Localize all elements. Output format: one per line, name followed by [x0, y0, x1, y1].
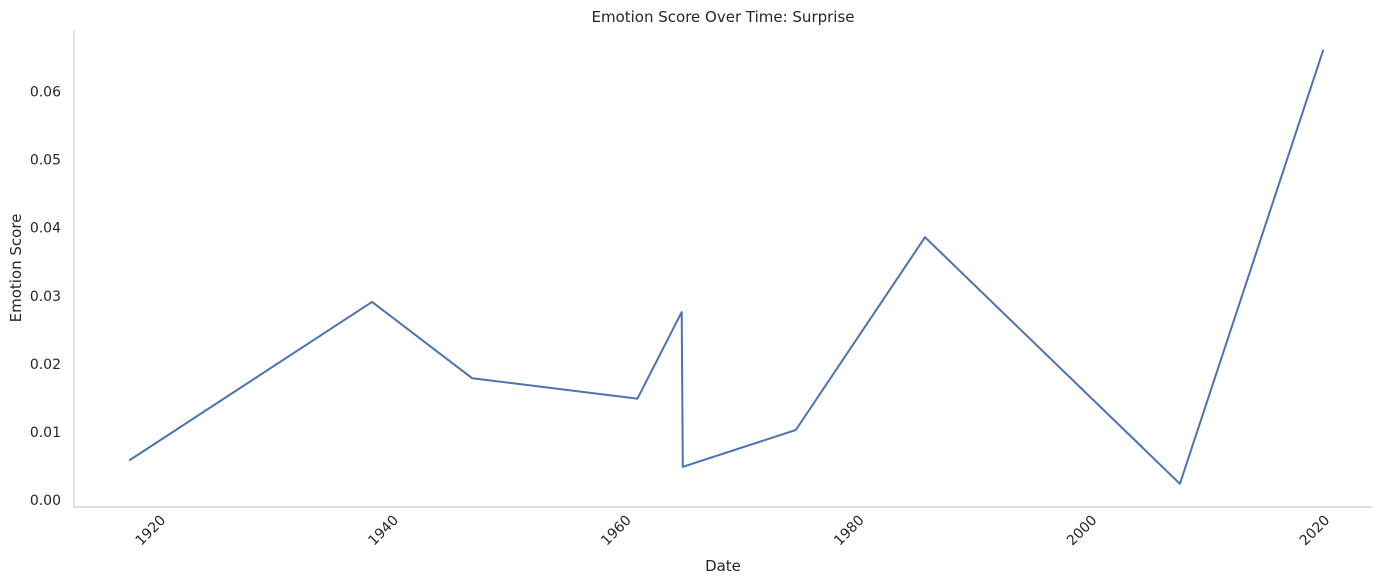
- x-axis-label: Date: [705, 557, 741, 575]
- series-layer: [128, 49, 1325, 485]
- y-tick-label: 0.05: [30, 152, 61, 168]
- y-tick-label: 0.06: [30, 84, 61, 100]
- series-line: [128, 49, 1325, 485]
- y-tick-label: 0.04: [30, 221, 61, 237]
- y-tick-label: 0.01: [30, 425, 61, 441]
- y-axis-ticks: 0.00 0.01 0.02 0.03 0.04 0.05 0.06: [30, 84, 61, 509]
- x-tick-label: 1940: [365, 513, 402, 550]
- x-tick-label: 1920: [133, 513, 170, 550]
- chart-title: Emotion Score Over Time: Surprise: [591, 8, 854, 26]
- y-tick-label: 0.03: [30, 289, 61, 305]
- y-tick-label: 0.02: [30, 357, 61, 373]
- x-tick-label: 2000: [1064, 513, 1101, 550]
- x-tick-label: 2020: [1297, 513, 1334, 550]
- x-axis-ticks: 1920 1940 1960 1980 2000 2020: [133, 513, 1334, 550]
- x-tick-label: 1960: [598, 513, 635, 550]
- y-tick-label: 0.00: [30, 493, 61, 509]
- x-tick-label: 1980: [831, 513, 868, 550]
- y-axis-label: Emotion Score: [7, 214, 25, 323]
